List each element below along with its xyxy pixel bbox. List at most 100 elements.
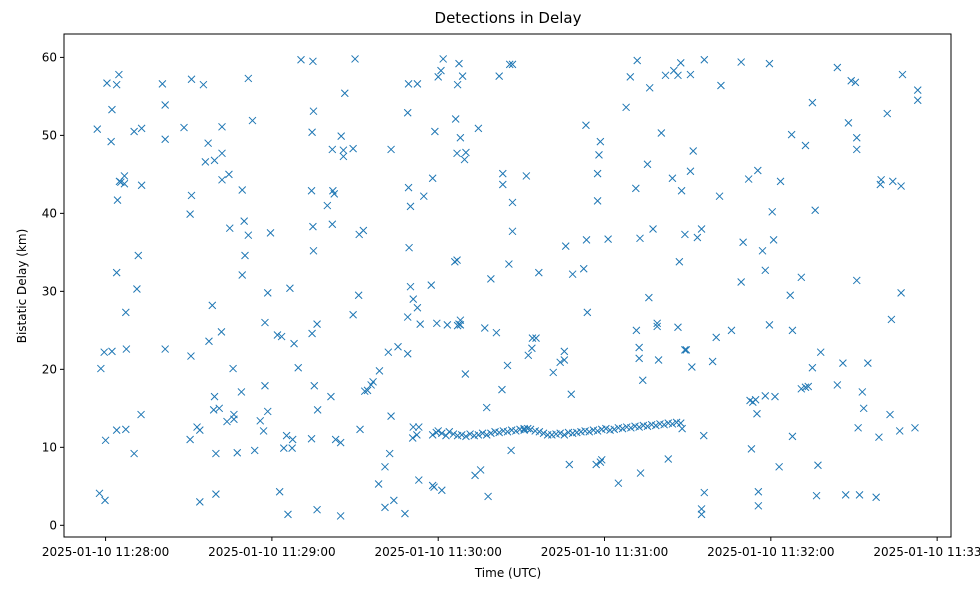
data-point [776,177,785,186]
data-point [187,191,196,200]
data-point [567,390,576,399]
data-point [337,132,346,141]
data-point [161,101,170,109]
data-point [635,423,644,431]
data-point [487,275,495,283]
data-point [432,319,441,328]
data-point [137,410,145,419]
data-point [359,226,368,235]
data-point [404,183,413,192]
data-point [744,175,753,183]
data-point [307,186,316,195]
data-point [294,363,303,372]
data-point [643,422,652,431]
data-point [403,313,412,321]
data-point [328,220,337,229]
data-point [449,430,458,438]
data-point [657,129,666,137]
data-point [678,424,686,433]
data-point [897,289,905,297]
data-point [474,430,483,439]
data-point [522,172,531,180]
data-point [413,80,422,88]
data-point [568,270,577,279]
data-point [913,96,922,105]
scatter-points [93,55,922,520]
data-point [408,434,417,442]
data-point [241,251,249,260]
data-point [660,420,668,429]
data-point [804,382,813,391]
data-point [97,364,105,373]
plot-frame [63,33,952,538]
data-point [134,251,143,260]
data-point [115,70,123,79]
data-point [816,348,825,357]
axis-ticks: 2025-01-10 11:28:00 2025-01-10 11:29:00 20… [42,50,980,559]
data-point [266,229,275,237]
data-point [883,109,892,118]
data-point [697,225,706,233]
data-point [677,186,686,195]
data-point [453,80,462,89]
data-point [651,421,660,430]
data-point [286,284,294,293]
data-point [437,429,446,438]
data-point [244,74,253,83]
data-point [356,425,364,434]
data-point [208,301,217,310]
data-point [593,197,602,205]
data-point [897,182,905,190]
data-point [626,73,635,81]
data-point [223,417,231,426]
data-point [453,149,461,158]
data-point [443,321,452,329]
data-point [754,487,763,496]
data-point [439,55,448,63]
y-tick-label: 0 [49,518,57,532]
data-point [693,233,702,242]
data-point [199,80,208,89]
data-point [238,271,247,279]
data-point [676,59,685,67]
data-point [528,334,537,342]
data-point [195,498,204,506]
data-point [887,315,896,324]
data-point [205,337,213,346]
data-point [405,243,413,252]
data-point [769,236,778,244]
data-point [675,257,684,266]
data-point [108,105,116,114]
data-point [495,72,504,80]
x-tick-label: 2025-01-10 11:30:00 [374,545,501,559]
data-point [768,207,777,216]
data-point [913,86,922,95]
data-point [187,352,195,360]
data-point [765,59,774,68]
data-point [674,71,682,80]
data-point [786,291,795,300]
data-point [409,423,418,431]
data-point [403,349,412,358]
data-point [456,133,465,142]
data-point [561,242,570,250]
data-point [618,424,627,433]
data-point [636,469,645,477]
data-point [480,324,489,332]
data-point [505,60,514,69]
data-point [699,431,708,440]
x-tick-label: 2025-01-10 11:28:00 [42,545,169,559]
data-point [560,430,569,439]
data-point [309,107,318,116]
data-point [367,381,375,389]
data-point [487,429,495,438]
data-point [406,202,415,211]
data-point [754,501,763,510]
data-point [100,348,109,357]
data-point [461,370,470,378]
data-point [877,175,886,184]
data-point [218,175,226,184]
data-point [462,432,470,441]
data-point [434,427,443,435]
data-point [855,491,864,499]
